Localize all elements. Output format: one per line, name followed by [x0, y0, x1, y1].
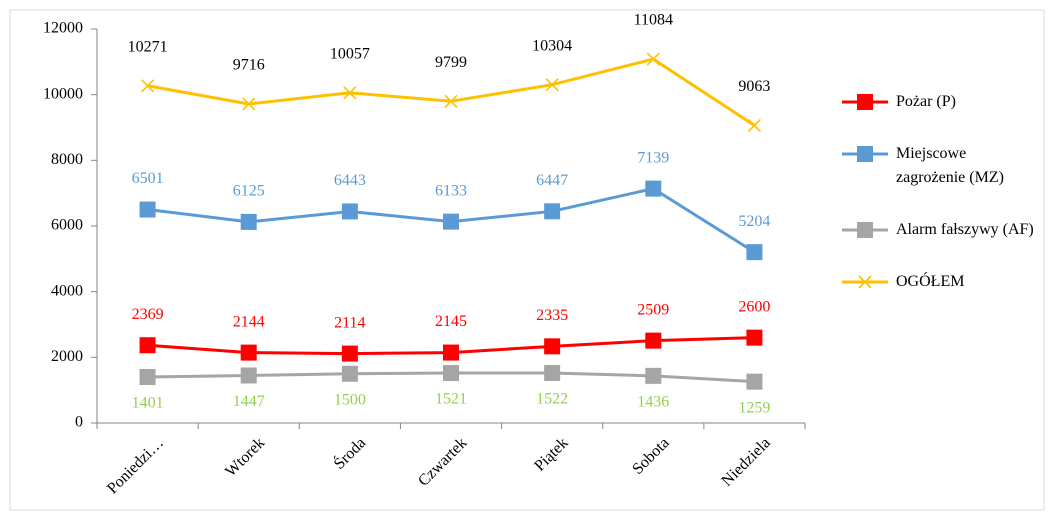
- legend-entry: Alarm fałszywy (AF): [840, 218, 1036, 242]
- y-tick-label: 2000: [51, 348, 83, 365]
- legend-entry: Pożar (P): [840, 90, 1036, 114]
- marker: [645, 367, 662, 384]
- data-label: 2509: [637, 301, 669, 318]
- data-label: 1401: [132, 395, 164, 412]
- legend-label: Alarm fałszywy (AF): [896, 221, 1034, 238]
- data-label: 1436: [637, 394, 669, 411]
- legend-marker: [857, 94, 873, 110]
- y-tick-label: 10000: [43, 85, 83, 102]
- marker: [139, 369, 156, 386]
- marker-x: [444, 94, 458, 108]
- data-label: 1500: [334, 391, 366, 408]
- x-tick-label: Niedziela: [718, 434, 773, 489]
- data-label: 6501: [132, 170, 164, 187]
- data-label: 2145: [435, 313, 467, 330]
- data-label: 11084: [634, 12, 673, 29]
- marker: [545, 78, 559, 92]
- marker-x: [242, 97, 256, 111]
- legend-marker: [857, 146, 873, 162]
- marker: [240, 344, 257, 361]
- marker: [544, 203, 561, 220]
- legend-icon: [842, 94, 888, 110]
- marker-x: [545, 78, 559, 92]
- legend-marker: [858, 275, 872, 289]
- marker-x: [747, 118, 761, 132]
- data-label: 10057: [330, 45, 370, 62]
- x-tick-label: Poniedzi…: [104, 434, 167, 497]
- data-label: 10271: [128, 38, 168, 55]
- marker: [646, 52, 660, 66]
- x-tick-label: Wtorek: [222, 434, 268, 480]
- marker-x: [141, 79, 155, 93]
- data-label: 9063: [738, 78, 770, 95]
- y-tick-label: 8000: [51, 151, 83, 168]
- legend-entry: OGÓŁEM: [840, 270, 1036, 294]
- legend-marker: [857, 222, 873, 238]
- data-label: 9799: [435, 54, 467, 71]
- marker: [341, 345, 358, 362]
- data-label: 2369: [132, 306, 164, 323]
- marker: [746, 373, 763, 390]
- data-label: 1447: [233, 393, 265, 410]
- legend-label: OGÓŁEM: [896, 273, 965, 290]
- legend-icon: [842, 222, 888, 238]
- marker: [747, 118, 761, 132]
- chart-border: [9, 9, 1045, 511]
- data-label: 6125: [233, 183, 265, 200]
- marker: [443, 213, 459, 230]
- data-label: 2114: [334, 314, 365, 331]
- y-tick-label: 4000: [51, 282, 83, 299]
- data-label: 6133: [435, 182, 467, 199]
- marker: [242, 97, 256, 111]
- marker: [544, 338, 561, 355]
- marker: [240, 213, 257, 230]
- marker: [645, 180, 662, 197]
- data-label: 2335: [536, 307, 568, 324]
- marker: [141, 79, 155, 93]
- marker: [443, 365, 459, 382]
- marker: [341, 365, 358, 382]
- marker: [240, 367, 257, 384]
- data-label: 10304: [532, 37, 572, 54]
- marker: [341, 203, 358, 220]
- legend-icon: [842, 275, 888, 289]
- legend-label: Pożar (P): [896, 93, 956, 110]
- data-label: 1259: [738, 399, 770, 416]
- marker: [544, 365, 561, 382]
- y-tick-label: 0: [75, 414, 83, 431]
- marker: [139, 337, 156, 354]
- marker: [746, 244, 763, 261]
- data-label: 1522: [536, 391, 568, 408]
- marker: [746, 329, 763, 346]
- legend-icon: [842, 146, 888, 162]
- marker: [443, 344, 459, 361]
- data-label: 6443: [334, 172, 366, 189]
- legend-entry: Miejscowe zagrożenie (MZ): [840, 142, 1036, 190]
- y-tick-label: 6000: [51, 217, 83, 234]
- legend-label: Miejscowe zagrożenie (MZ): [896, 145, 1004, 186]
- data-label: 2144: [233, 313, 265, 330]
- marker: [343, 86, 357, 100]
- legend: Pożar (P) Miejscowe zagrożenie (MZ) Alarm …: [840, 90, 1045, 294]
- x-tick-label: Czwartek: [415, 434, 470, 489]
- marker: [139, 201, 156, 218]
- data-label: 1521: [435, 391, 467, 408]
- marker: [444, 94, 458, 108]
- marker: [645, 332, 662, 349]
- x-tick-label: Piątek: [531, 434, 571, 474]
- marker-x: [646, 52, 660, 66]
- data-label: 5204: [738, 213, 770, 230]
- data-label: 9716: [233, 57, 265, 74]
- data-label: 7139: [637, 149, 669, 166]
- data-label: 2600: [738, 298, 770, 315]
- data-label: 6447: [536, 172, 568, 189]
- x-tick-label: Środa: [329, 433, 369, 473]
- y-tick-label: 12000: [43, 20, 83, 37]
- marker-x: [343, 86, 357, 100]
- x-tick-label: Sobota: [629, 434, 672, 477]
